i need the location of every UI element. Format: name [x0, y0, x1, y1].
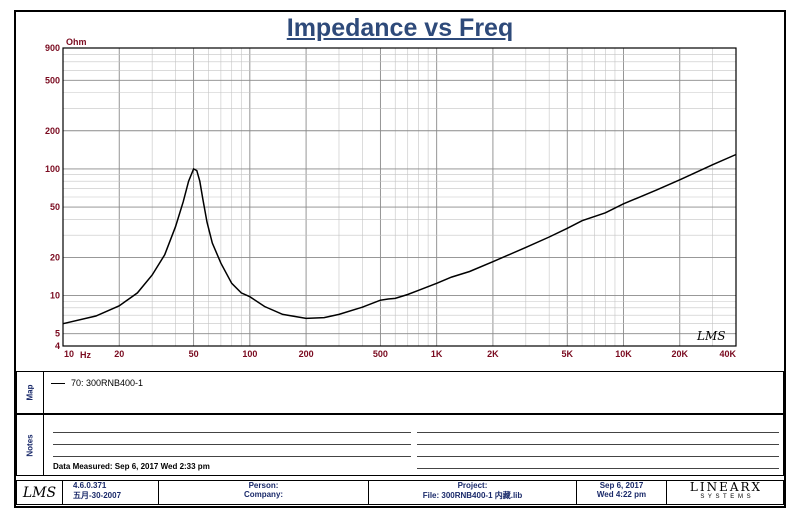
y-tick-label: 4	[55, 341, 60, 351]
notes-line	[417, 468, 779, 469]
lms-logo: LMS	[22, 485, 57, 501]
footer: LMS 4.6.0.371 五月-30-2007 Person: Company…	[16, 480, 784, 505]
data-measured: Data Measured: Sep 6, 2017 Wed 2:33 pm	[53, 462, 210, 471]
map-panel: Map 70: 300RNB400-1	[16, 371, 784, 414]
legend-entry: 70: 300RNB400-1	[71, 378, 144, 388]
notes-line	[53, 444, 411, 445]
version-date: 五月-30-2007	[73, 491, 122, 500]
chart-title: Impedance vs Freq	[286, 14, 514, 42]
x-tick-label: 50	[189, 349, 199, 359]
x-tick-label: 500	[373, 349, 388, 359]
person-label: Person:	[248, 481, 279, 490]
y-tick-label: 50	[50, 202, 60, 212]
y-tick-label: 20	[50, 252, 60, 262]
x-tick-label: 10	[64, 349, 74, 359]
notes-line	[417, 456, 779, 457]
y-tick-label: 5	[55, 329, 60, 339]
x-tick-label: 100	[242, 349, 257, 359]
project-label: Project:	[457, 481, 488, 490]
footer-date-cell: Sep 6, 2017 Wed 4:22 pm	[577, 481, 667, 504]
footer-project-cell: Project: File: 300RNB400-1 内藏.lib	[369, 481, 577, 504]
x-tick-label: 200	[299, 349, 314, 359]
brand-sub: S Y S T E M S	[700, 494, 752, 500]
y-tick-label: 900	[45, 43, 60, 53]
footer-person-cell: Person: Company:	[159, 481, 369, 504]
notes-panel: Notes Data Measured: Sep 6, 2017 Wed 2:3…	[16, 414, 784, 476]
y-tick-label: 200	[45, 126, 60, 136]
footer-date: Sep 6, 2017	[599, 481, 644, 490]
x-tick-label: 10K	[615, 349, 632, 359]
footer-time: Wed 4:22 pm	[596, 490, 647, 499]
report-frame	[14, 10, 786, 508]
brand-cell: LINEARX S Y S T E M S	[669, 481, 783, 504]
file-label: File: 300RNB400-1 内藏.lib	[422, 491, 523, 500]
map-label-cell: Map	[17, 372, 44, 413]
y-tick-labels: 4 5 10 20 50 100 200 500 900	[45, 43, 60, 351]
x-unit-label: Hz	[80, 350, 91, 360]
x-tick-label: 20	[114, 349, 124, 359]
notes-line	[53, 432, 411, 433]
plot-area-border	[62, 47, 737, 347]
map-label: Map	[25, 384, 35, 401]
y-tick-label: 500	[45, 75, 60, 85]
y-unit-label: Ohm	[66, 37, 87, 47]
x-tick-label: 40K	[719, 349, 736, 359]
notes-line	[53, 456, 411, 457]
legend-swatch	[51, 383, 65, 384]
notes-label-cell: Notes	[17, 415, 44, 475]
brand-name: LINEARX	[689, 480, 763, 494]
company-label: Company:	[243, 490, 284, 499]
y-tick-label: 100	[45, 164, 60, 174]
notes-line	[417, 444, 779, 445]
impedance-curve	[62, 153, 737, 325]
footer-logo-cell: LMS	[17, 481, 63, 504]
x-tick-labels: 10 20 50 100 200 500 1K 2K 5K 10K 20K 40K	[64, 349, 736, 359]
footer-version-cell: 4.6.0.371 五月-30-2007	[63, 481, 159, 504]
notes-line	[417, 432, 779, 433]
grid	[62, 47, 737, 347]
y-tick-label: 10	[50, 291, 60, 301]
x-tick-label: 5K	[562, 349, 574, 359]
x-tick-label: 1K	[431, 349, 443, 359]
notes-label: Notes	[25, 434, 35, 457]
x-tick-label: 2K	[487, 349, 499, 359]
version: 4.6.0.371	[73, 481, 107, 490]
x-tick-label: 20K	[671, 349, 688, 359]
lms-watermark: LMS	[696, 329, 725, 343]
